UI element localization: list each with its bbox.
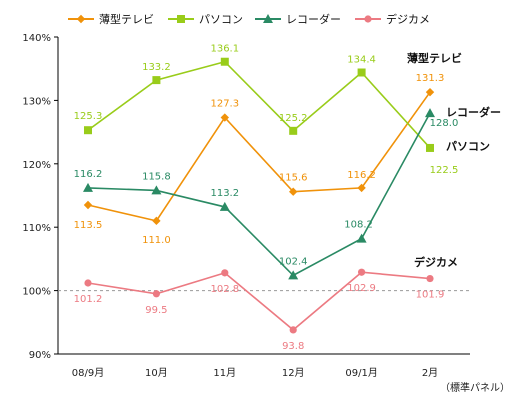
data-point [289,326,297,334]
data-label: 99.5 [145,305,167,316]
axes: 90% 100% 110% 120% 130% 140% 08/9月 10月 11月 12月 09/… [22,33,470,379]
data-point [356,233,367,243]
series-end-label: パソコン [446,140,490,153]
data-label: 101.2 [74,294,103,305]
series-0 [83,87,435,226]
legend-label: 薄型テレビ [99,12,154,26]
data-label: 115.8 [142,171,171,182]
data-label: 125.2 [279,113,308,124]
data-point [426,143,434,152]
data-point [84,126,92,135]
legend-marker [177,15,185,23]
series-2 [83,108,435,280]
x-tick-label: 09/1月 [345,367,377,379]
data-point [220,57,229,66]
x-tick-label: 11月 [213,367,236,379]
data-label: 122.5 [430,165,459,176]
data-point [426,274,434,283]
data-label: 93.8 [282,341,304,352]
y-tick-label: 100% [22,287,51,298]
series-end-label: 薄型テレビ [407,51,462,65]
legend-marker [76,14,86,24]
data-point [152,216,161,226]
data-label: 102.8 [210,284,239,295]
data-point [84,279,92,287]
data-label: 113.2 [210,188,239,199]
data-point [151,185,162,195]
x-tick-label: 08/9月 [72,367,104,379]
data-point [288,270,299,280]
data-labels: 113.5 111.0 127.3 115.6 116.2 131.3 125.3 133.2… [74,44,459,352]
series-group [83,57,435,334]
data-label: 102.9 [347,283,376,294]
data-point [358,268,366,276]
data-label: 131.3 [416,73,445,84]
data-point [219,201,230,211]
data-point [357,68,366,77]
data-point [425,108,435,118]
series-3 [84,268,434,334]
data-point [221,269,229,277]
x-tick-label: 12月 [282,367,305,379]
data-label: 127.3 [210,99,239,110]
y-tick-label: 120% [22,160,51,171]
data-point [152,76,161,85]
series-line [87,91,431,222]
data-label: 128.0 [430,118,459,129]
legend-label: レコーダー [286,12,341,26]
y-tick-label: 90% [29,350,51,361]
y-tick-label: 130% [22,96,51,107]
data-label: 125.3 [74,111,103,122]
legend-marker [364,15,372,23]
y-tick-label: 140% [22,33,51,44]
series-end-label: レコーダー [446,105,501,119]
data-label: 115.6 [279,173,308,184]
data-label: 102.4 [279,256,308,267]
y-tick-label: 110% [22,223,51,234]
data-point [83,182,93,192]
data-label: 134.4 [347,55,376,66]
series-1 [84,57,434,152]
data-point [83,200,93,210]
data-label: 116.2 [74,169,103,180]
series-line [87,60,431,149]
series-line [87,112,431,277]
data-label: 133.2 [142,62,171,73]
data-point [152,290,160,298]
data-point [425,87,435,97]
legend-label: デジカメ [386,12,430,26]
data-label: 101.9 [416,290,445,301]
legend: 薄型テレビ パソコン レコーダー デジカメ [68,12,430,26]
chart-note: （標準パネル） [440,381,510,394]
series-line [87,271,431,331]
legend-label: パソコン [199,13,243,26]
data-point [357,183,366,193]
data-point [289,187,298,196]
data-point [220,113,229,122]
x-tick-label: 2月 [422,367,438,379]
data-label: 116.2 [347,170,376,181]
data-label: 136.1 [210,44,239,55]
legend-marker [263,14,273,23]
data-label: 113.5 [74,220,103,231]
series-end-label: デジカメ [414,255,458,269]
data-label: 108.2 [344,220,373,231]
data-label: 111.0 [142,235,171,246]
data-point [289,126,298,135]
x-tick-label: 10月 [145,367,168,379]
